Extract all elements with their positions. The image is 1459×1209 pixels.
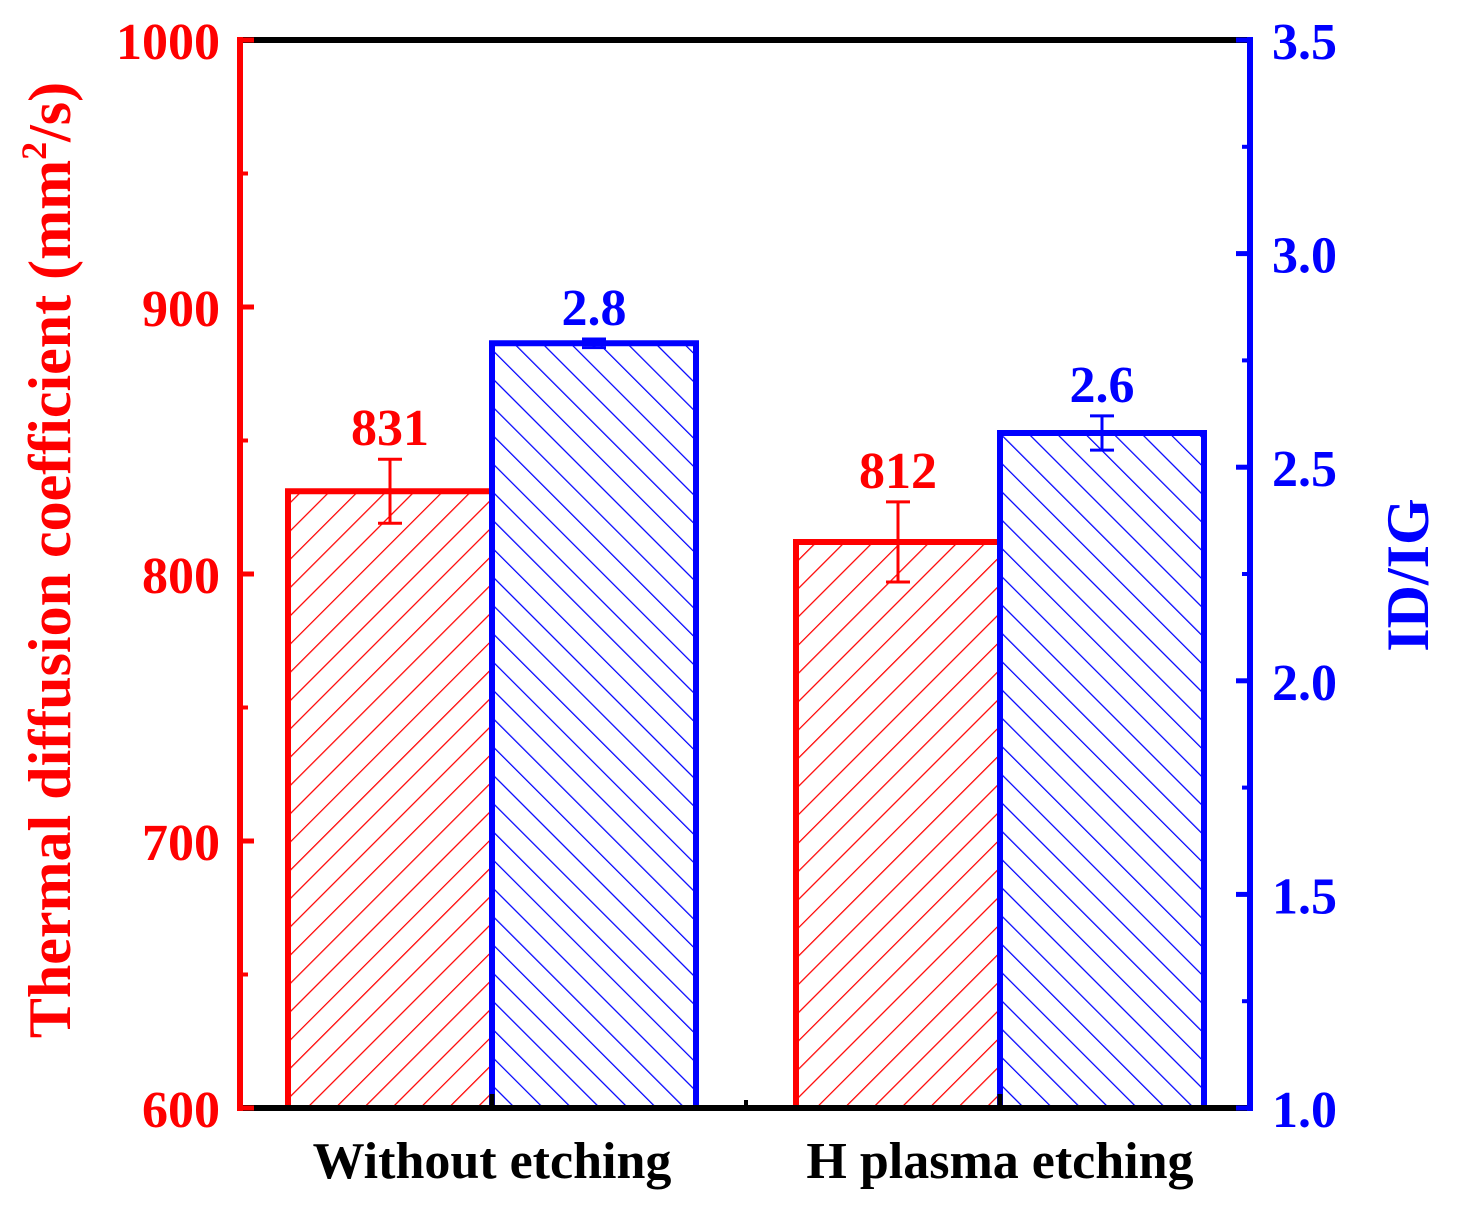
right-tick-label: 3.5 xyxy=(1272,14,1337,71)
right-tick-label: 2.5 xyxy=(1272,441,1337,498)
bar-fill xyxy=(796,541,1000,1108)
x-tick-label: H plasma etching xyxy=(806,1133,1193,1190)
bar-fill xyxy=(492,343,696,1108)
left-axis-title-superscript: 2 xyxy=(14,142,54,160)
left-tick-label: 600 xyxy=(142,1082,220,1139)
left-axis-title-main: Thermal diffusion coefficient (mm xyxy=(17,160,83,1038)
bar-fill xyxy=(288,491,492,1109)
right-tick-label: 3.0 xyxy=(1272,228,1337,285)
left-tick-label: 1000 xyxy=(116,14,220,71)
bars: 831 812 2.8 2.6 xyxy=(285,280,1207,1109)
bar-fill xyxy=(1000,433,1204,1108)
data-label: 812 xyxy=(859,443,937,500)
left-axis-title-suffix: /s) xyxy=(17,82,83,143)
right-tick-label: 2.0 xyxy=(1272,655,1337,712)
left-tick-label: 800 xyxy=(142,548,220,605)
right-axis-title: ID/IG xyxy=(1375,498,1441,651)
left-axis-ticks: 600 700 800 900 1000 xyxy=(116,14,254,1139)
left-tick-label: 900 xyxy=(142,281,220,338)
x-tick-label: Without etching xyxy=(313,1133,672,1190)
left-axis-title: Thermal diffusion coefficient (mm2/s) xyxy=(14,82,83,1038)
left-tick-label: 700 xyxy=(142,815,220,872)
data-label: 831 xyxy=(351,400,429,457)
right-axis-ticks: 1.0 1.5 2.0 2.5 3.0 3.5 xyxy=(1236,14,1337,1139)
data-label: 2.8 xyxy=(562,280,627,337)
data-label: 2.6 xyxy=(1070,357,1135,414)
x-axis-labels: Without etching H plasma etching xyxy=(313,1094,1194,1190)
right-tick-label: 1.5 xyxy=(1272,868,1337,925)
right-tick-label: 1.0 xyxy=(1272,1082,1337,1139)
